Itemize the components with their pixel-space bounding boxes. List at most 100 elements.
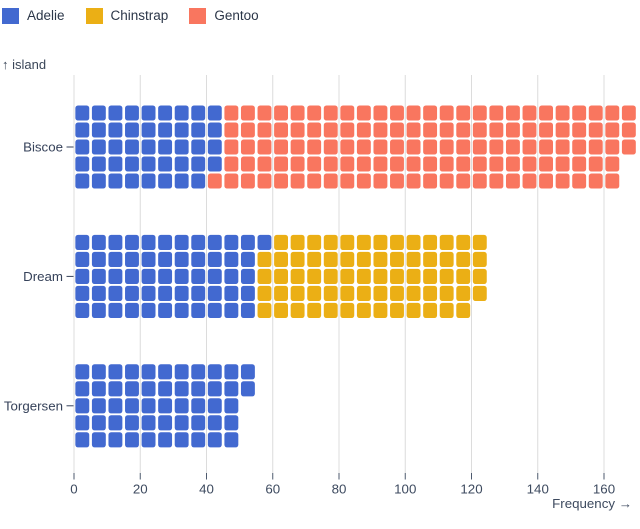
waffle-cell-gentoo xyxy=(539,122,553,138)
waffle-cell-gentoo xyxy=(240,173,255,189)
waffle-cell-gentoo xyxy=(423,139,438,155)
waffle-cell-gentoo xyxy=(489,139,504,155)
waffle-cell-adelie xyxy=(174,173,189,189)
waffle-cell-adelie xyxy=(207,302,222,318)
waffle-cell-adelie xyxy=(158,173,173,189)
waffle-cell-adelie xyxy=(207,234,222,250)
waffle-cell-chinstrap xyxy=(423,251,438,267)
waffle-cell-chinstrap xyxy=(323,268,338,284)
waffle-cell-gentoo xyxy=(406,139,421,155)
waffle-cell-adelie xyxy=(125,251,139,267)
waffle-cell-gentoo xyxy=(224,122,239,138)
waffle-cell-adelie xyxy=(91,234,106,250)
waffle-cell-gentoo xyxy=(257,105,272,121)
waffle-cell-adelie xyxy=(108,268,123,284)
waffle-cell-chinstrap xyxy=(373,268,388,284)
waffle-cell-gentoo xyxy=(489,156,504,172)
waffle-cell-adelie xyxy=(191,156,206,172)
waffle-cell-adelie xyxy=(191,302,206,318)
waffle-cell-adelie xyxy=(75,156,90,172)
waffle-cell-adelie xyxy=(91,251,106,267)
waffle-cell-adelie xyxy=(141,234,156,250)
waffle-cell-adelie xyxy=(240,285,255,301)
waffle-cell-chinstrap xyxy=(340,302,355,318)
x-tick-label: 80 xyxy=(332,482,347,497)
waffle-cell-gentoo xyxy=(373,156,388,172)
waffle-cell-adelie xyxy=(141,415,156,431)
waffle-cell-adelie xyxy=(91,364,106,380)
y-tick-label: Torgersen xyxy=(4,398,63,413)
waffle-cell-gentoo xyxy=(240,139,255,155)
waffle-cell-chinstrap xyxy=(439,302,454,318)
waffle-cell-gentoo xyxy=(621,122,636,138)
waffle-cell-adelie xyxy=(174,139,189,155)
waffle-cell-gentoo xyxy=(356,139,371,155)
waffle-cell-adelie xyxy=(158,251,173,267)
waffle-cell-adelie xyxy=(191,122,206,138)
waffle-cell-chinstrap xyxy=(274,285,288,301)
waffle-cell-chinstrap xyxy=(356,234,371,250)
waffle-cell-adelie xyxy=(75,139,90,155)
waffle-cell-chinstrap xyxy=(472,268,487,284)
waffle-cell-adelie xyxy=(75,432,90,448)
waffle-cell-gentoo xyxy=(274,105,288,121)
waffle-cell-adelie xyxy=(158,381,173,397)
waffle-cell-gentoo xyxy=(472,139,487,155)
waffle-cell-gentoo xyxy=(588,122,603,138)
waffle-cell-adelie xyxy=(174,285,189,301)
axis-layer: 0 20 40 60 80 100 120 140 160 Biscoe Dream Torgerse… xyxy=(4,140,615,497)
waffle-cell-gentoo xyxy=(439,105,454,121)
waffle-cell-gentoo xyxy=(572,156,587,172)
waffle-cell-chinstrap xyxy=(290,251,305,267)
waffle-cell-adelie xyxy=(240,364,255,380)
waffle-cell-adelie xyxy=(174,398,189,414)
waffle-cell-chinstrap xyxy=(423,302,438,318)
legend-item-gentoo: Gentoo xyxy=(189,8,259,24)
waffle-cell-adelie xyxy=(108,139,123,155)
waffle-cell-chinstrap xyxy=(390,302,404,318)
waffle-cell-gentoo xyxy=(307,173,322,189)
waffle-cell-adelie xyxy=(75,364,90,380)
waffle-cell-adelie xyxy=(75,302,90,318)
waffle-cell-adelie xyxy=(158,398,173,414)
waffle-cell-adelie xyxy=(224,415,239,431)
waffle-cell-adelie xyxy=(141,285,156,301)
waffle-cell-chinstrap xyxy=(290,285,305,301)
waffle-cell-gentoo xyxy=(224,139,239,155)
waffle-cell-gentoo xyxy=(555,105,570,121)
waffle-cell-gentoo xyxy=(605,156,620,172)
waffle-cell-gentoo xyxy=(274,122,288,138)
waffle-cell-gentoo xyxy=(406,122,421,138)
waffle-cell-adelie xyxy=(108,173,123,189)
waffle-cell-adelie xyxy=(75,398,90,414)
waffle-cell-adelie xyxy=(191,381,206,397)
waffle-cell-gentoo xyxy=(290,105,305,121)
waffle-cell-adelie xyxy=(174,251,189,267)
waffle-cell-adelie xyxy=(158,234,173,250)
waffle-cell-gentoo xyxy=(522,105,537,121)
legend-swatch-chinstrap xyxy=(85,8,103,24)
waffle-cell-adelie xyxy=(108,302,123,318)
waffle-cell-chinstrap xyxy=(373,302,388,318)
waffle-cell-gentoo xyxy=(390,122,404,138)
waffle-cell-gentoo xyxy=(588,156,603,172)
waffle-cell-gentoo xyxy=(307,122,322,138)
waffle-cell-gentoo xyxy=(390,139,404,155)
waffle-cell-gentoo xyxy=(505,156,520,172)
x-tick-label: 60 xyxy=(265,482,280,497)
waffle-cell-adelie xyxy=(174,302,189,318)
waffle-cell-chinstrap xyxy=(323,234,338,250)
waffle-cell-chinstrap xyxy=(356,268,371,284)
waffle-cell-chinstrap xyxy=(472,234,487,250)
waffle-cell-adelie xyxy=(108,122,123,138)
waffle-cell-gentoo xyxy=(522,173,537,189)
waffle-cell-adelie xyxy=(224,285,239,301)
waffle-cell-chinstrap xyxy=(274,268,288,284)
waffle-cell-adelie xyxy=(125,156,139,172)
waffle-cell-adelie xyxy=(141,364,156,380)
waffle-cell-gentoo xyxy=(356,156,371,172)
waffle-cell-adelie xyxy=(125,381,139,397)
waffle-cell-gentoo xyxy=(406,105,421,121)
waffle-cell-adelie xyxy=(224,302,239,318)
legend: Adelie Chinstrap Gentoo xyxy=(2,8,280,24)
